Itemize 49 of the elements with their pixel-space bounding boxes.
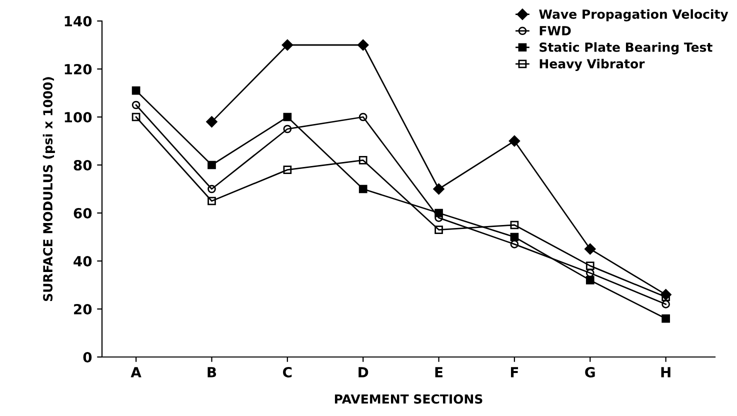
point [208,196,216,206]
point [208,160,216,170]
y-tick-label: 80 [74,160,92,170]
y-tick-label: 0 [83,352,92,362]
x-tick-label: D [358,367,368,378]
y-axis-title: SURFACE MODULUS (psi x 1000) [42,77,55,302]
point [208,184,216,194]
point [510,220,519,230]
x-axis-title: PAVEMENT SECTIONS [334,394,482,404]
point [206,116,218,128]
point [282,39,294,51]
point [510,240,519,248]
y-tick-label: 140 [64,16,92,26]
x-tick-label: F [510,367,518,378]
legend-label: FWD [540,26,571,36]
point [132,100,140,110]
point [584,243,596,255]
point [586,276,594,284]
y-tick-label: 40 [74,256,92,266]
point [283,166,292,174]
point [132,86,140,95]
x-tick-label: G [585,366,595,378]
point [358,156,368,164]
legend-label: Heavy Vibrator [540,58,645,72]
x-tick-label: C [283,366,292,378]
point [433,183,444,195]
point [660,288,672,300]
point [358,184,368,194]
point [434,226,443,234]
point [358,112,368,122]
point [586,262,594,270]
point [357,39,369,51]
y-tick-label: 100 [64,112,92,122]
y-tick-label: 20 [74,304,92,314]
legend-label: Wave Propagation Velocity [539,9,728,22]
x-tick-label: A [130,367,142,378]
x-tick-label: B [208,367,216,378]
y-tick-label: 60 [74,208,92,218]
point [283,112,292,122]
point [510,232,519,242]
point [662,300,670,308]
point [132,112,140,122]
y-tick-label: 120 [64,64,92,74]
legend-label: Static Plate Bearing Test [540,42,712,54]
point [508,135,520,147]
point [283,124,292,134]
x-tick-label: E [435,367,442,378]
x-tick-label: H [661,367,670,378]
point [662,314,670,323]
